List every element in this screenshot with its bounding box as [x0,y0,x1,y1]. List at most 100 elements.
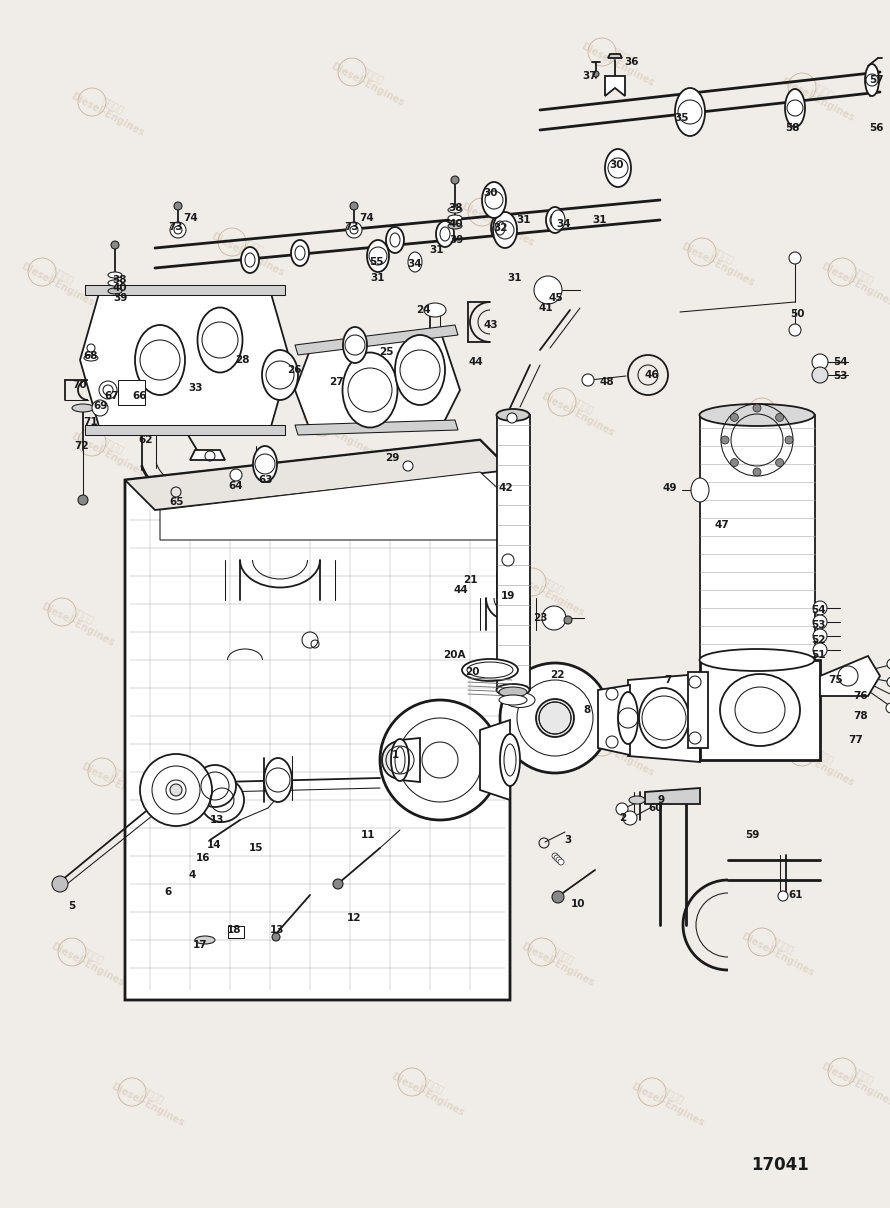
Text: 52: 52 [811,635,825,645]
Text: 37: 37 [583,71,597,81]
Text: 13: 13 [210,815,224,825]
Circle shape [775,459,783,466]
Circle shape [502,554,514,567]
Ellipse shape [493,211,517,248]
Text: 24: 24 [416,304,430,315]
Circle shape [552,853,558,859]
Circle shape [731,459,739,466]
Text: 紫发动力
Diesel-Engines: 紫发动力 Diesel-Engines [299,401,381,459]
Text: 68: 68 [84,352,98,361]
Text: 72: 72 [75,441,89,451]
Ellipse shape [700,403,814,426]
Polygon shape [85,285,285,295]
Text: 31: 31 [508,273,522,283]
Circle shape [174,202,182,210]
Circle shape [813,643,827,657]
Circle shape [753,403,761,412]
Circle shape [302,632,318,647]
Polygon shape [645,788,700,805]
Text: 74: 74 [360,213,375,223]
Text: 40: 40 [449,219,464,230]
Text: 44: 44 [469,358,483,367]
Circle shape [582,374,594,387]
Text: 紫发动力
Diesel-Engines: 紫发动力 Diesel-Engines [69,422,151,478]
Circle shape [333,879,343,889]
Text: 43: 43 [483,320,498,330]
Text: 5: 5 [69,901,76,911]
Text: 50: 50 [789,309,805,319]
Ellipse shape [675,88,705,137]
Polygon shape [598,685,630,755]
Text: 紫发动力
Diesel-Engines: 紫发动力 Diesel-Engines [259,581,341,639]
Text: 23: 23 [533,612,547,623]
Circle shape [616,803,628,815]
Text: 紫发动力
Diesel-Engines: 紫发动力 Diesel-Engines [519,931,601,988]
Polygon shape [820,656,880,696]
Text: 紫发动力
Diesel-Engines: 紫发动力 Diesel-Engines [579,721,661,779]
Circle shape [87,344,95,352]
Text: 31: 31 [593,215,607,225]
Text: 紫发动力
Diesel-Engines: 紫发动力 Diesel-Engines [339,731,421,789]
Circle shape [170,222,186,238]
Text: 16: 16 [196,853,210,863]
Circle shape [593,71,599,77]
Text: 51: 51 [811,650,825,660]
Text: 74: 74 [183,213,198,223]
Text: 紫发动力
Diesel-Engines: 紫发动力 Diesel-Engines [69,81,151,139]
Text: 紫发动力
Diesel-Engines: 紫发动力 Diesel-Engines [209,221,291,279]
Ellipse shape [865,64,879,95]
Text: 紫发动力
Diesel-Engines: 紫发动力 Diesel-Engines [459,191,541,249]
Circle shape [778,892,788,901]
Polygon shape [608,54,622,58]
Circle shape [534,275,562,304]
Text: 38: 38 [449,203,464,213]
Ellipse shape [382,741,418,779]
Ellipse shape [198,308,242,372]
Text: 9: 9 [658,795,665,805]
Text: 78: 78 [854,712,869,721]
Text: 19: 19 [501,591,515,602]
Text: 紫发动力
Diesel-Engines: 紫发动力 Diesel-Engines [39,592,121,649]
Polygon shape [190,451,225,460]
Ellipse shape [436,221,454,246]
Text: 紫发动力
Diesel-Engines: 紫发动力 Diesel-Engines [509,562,591,618]
Text: 70: 70 [73,381,87,390]
Ellipse shape [497,410,530,422]
Text: 7: 7 [664,675,672,685]
Text: 10: 10 [570,899,586,908]
Text: 紫发动力
Diesel-Engines: 紫发动力 Diesel-Engines [329,51,411,109]
Ellipse shape [395,335,445,405]
Text: 紫发动力
Diesel-Engines: 紫发动力 Diesel-Engines [19,251,101,309]
Text: 63: 63 [259,475,273,484]
Text: 紫发动力
Diesel-Engines: 紫发动力 Diesel-Engines [739,391,821,448]
Ellipse shape [551,210,565,230]
Ellipse shape [262,350,298,400]
Text: 20A: 20A [442,650,465,660]
Ellipse shape [618,692,638,744]
Circle shape [887,676,890,687]
Circle shape [812,354,828,370]
Polygon shape [400,738,420,782]
Circle shape [140,754,212,826]
Ellipse shape [499,695,527,705]
Text: 紫发动力
Diesel-Engines: 紫发动力 Diesel-Engines [539,382,621,439]
Text: 27: 27 [328,377,344,387]
Text: 40: 40 [113,283,127,294]
Circle shape [789,324,801,336]
Ellipse shape [343,327,367,362]
Circle shape [346,222,362,238]
Ellipse shape [108,272,122,278]
Ellipse shape [785,89,805,127]
Circle shape [623,811,637,825]
Ellipse shape [499,687,527,697]
Text: 48: 48 [600,377,614,387]
Polygon shape [295,330,460,430]
Text: 紫发动力
Diesel-Engines: 紫发动力 Diesel-Engines [819,251,890,309]
Ellipse shape [343,353,398,428]
Text: 56: 56 [869,123,883,133]
Text: 14: 14 [206,840,222,850]
Text: 67: 67 [105,391,119,401]
Ellipse shape [448,215,462,221]
Text: 60: 60 [649,803,663,813]
Text: 紫发动力
Diesel-Engines: 紫发动力 Diesel-Engines [779,66,861,123]
